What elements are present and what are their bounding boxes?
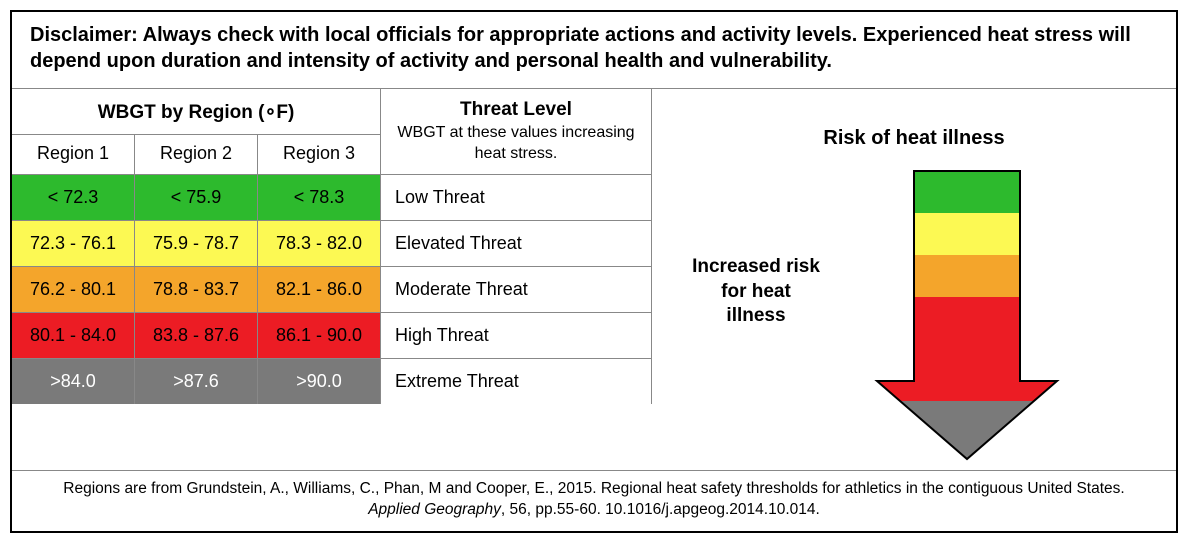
table-cell: 86.1 - 90.0 — [258, 312, 381, 358]
region-2-header: Region 2 — [135, 135, 258, 174]
citation-post: , 56, pp.55-60. 10.1016/j.apgeog.2014.10… — [501, 501, 820, 518]
risk-arrow-area: Increased risk for heat illness — [652, 170, 1176, 470]
threat-level-subtitle: WBGT at these values increasing heat str… — [391, 123, 641, 165]
table-cell: >90.0 — [258, 358, 381, 404]
risk-column: Risk of heat illness Increased risk for … — [652, 89, 1176, 470]
table-cell: >84.0 — [12, 358, 135, 404]
table-cell: 78.3 - 82.0 — [258, 220, 381, 266]
region-3-header: Region 3 — [258, 135, 381, 174]
table-cell: 78.8 - 83.7 — [135, 266, 258, 312]
table-column: WBGT by Region (∘F) Threat Level WBGT at… — [12, 89, 652, 470]
table-cell: >87.6 — [135, 358, 258, 404]
table-cell: < 75.9 — [135, 174, 258, 220]
table-cell: < 72.3 — [12, 174, 135, 220]
table-cell: 82.1 - 86.0 — [258, 266, 381, 312]
threat-label-cell: Moderate Threat — [381, 266, 652, 312]
citation-footer: Regions are from Grundstein, A., William… — [12, 471, 1176, 531]
threat-label-cell: Elevated Threat — [381, 220, 652, 266]
threat-label-cell: Low Threat — [381, 174, 652, 220]
threat-label-cell: Extreme Threat — [381, 358, 652, 404]
table-cell: 72.3 - 76.1 — [12, 220, 135, 266]
risk-title: Risk of heat illness — [652, 97, 1176, 160]
threat-label-cell: High Threat — [381, 312, 652, 358]
wbgt-super-header: WBGT by Region (∘F) — [12, 89, 381, 135]
arrow-label: Increased risk for heat illness — [676, 255, 836, 329]
main-content-row: WBGT by Region (∘F) Threat Level WBGT at… — [12, 89, 1176, 471]
table-cell: 75.9 - 78.7 — [135, 220, 258, 266]
table-cell: < 78.3 — [258, 174, 381, 220]
threat-level-header: Threat Level WBGT at these values increa… — [381, 89, 652, 174]
table-header: WBGT by Region (∘F) Threat Level WBGT at… — [12, 89, 652, 174]
table-cell: 80.1 - 84.0 — [12, 312, 135, 358]
arrow-label-line-2: for heat — [721, 281, 791, 302]
arrow-label-line-1: Increased risk — [692, 256, 820, 277]
risk-arrow-icon — [867, 170, 1067, 470]
table-cell: 83.8 - 87.6 — [135, 312, 258, 358]
table-cell: 76.2 - 80.1 — [12, 266, 135, 312]
arrow-label-line-3: illness — [726, 305, 785, 326]
table-body: < 72.3< 75.9< 78.3Low Threat72.3 - 76.17… — [12, 174, 652, 404]
region-1-header: Region 1 — [12, 135, 135, 174]
citation-pre: Regions are from Grundstein, A., William… — [63, 480, 1124, 497]
disclaimer-text: Disclaimer: Always check with local offi… — [12, 12, 1176, 89]
wbgt-threat-table: Disclaimer: Always check with local offi… — [10, 10, 1178, 533]
threat-level-title: Threat Level — [391, 99, 641, 121]
citation-journal: Applied Geography — [368, 501, 501, 518]
